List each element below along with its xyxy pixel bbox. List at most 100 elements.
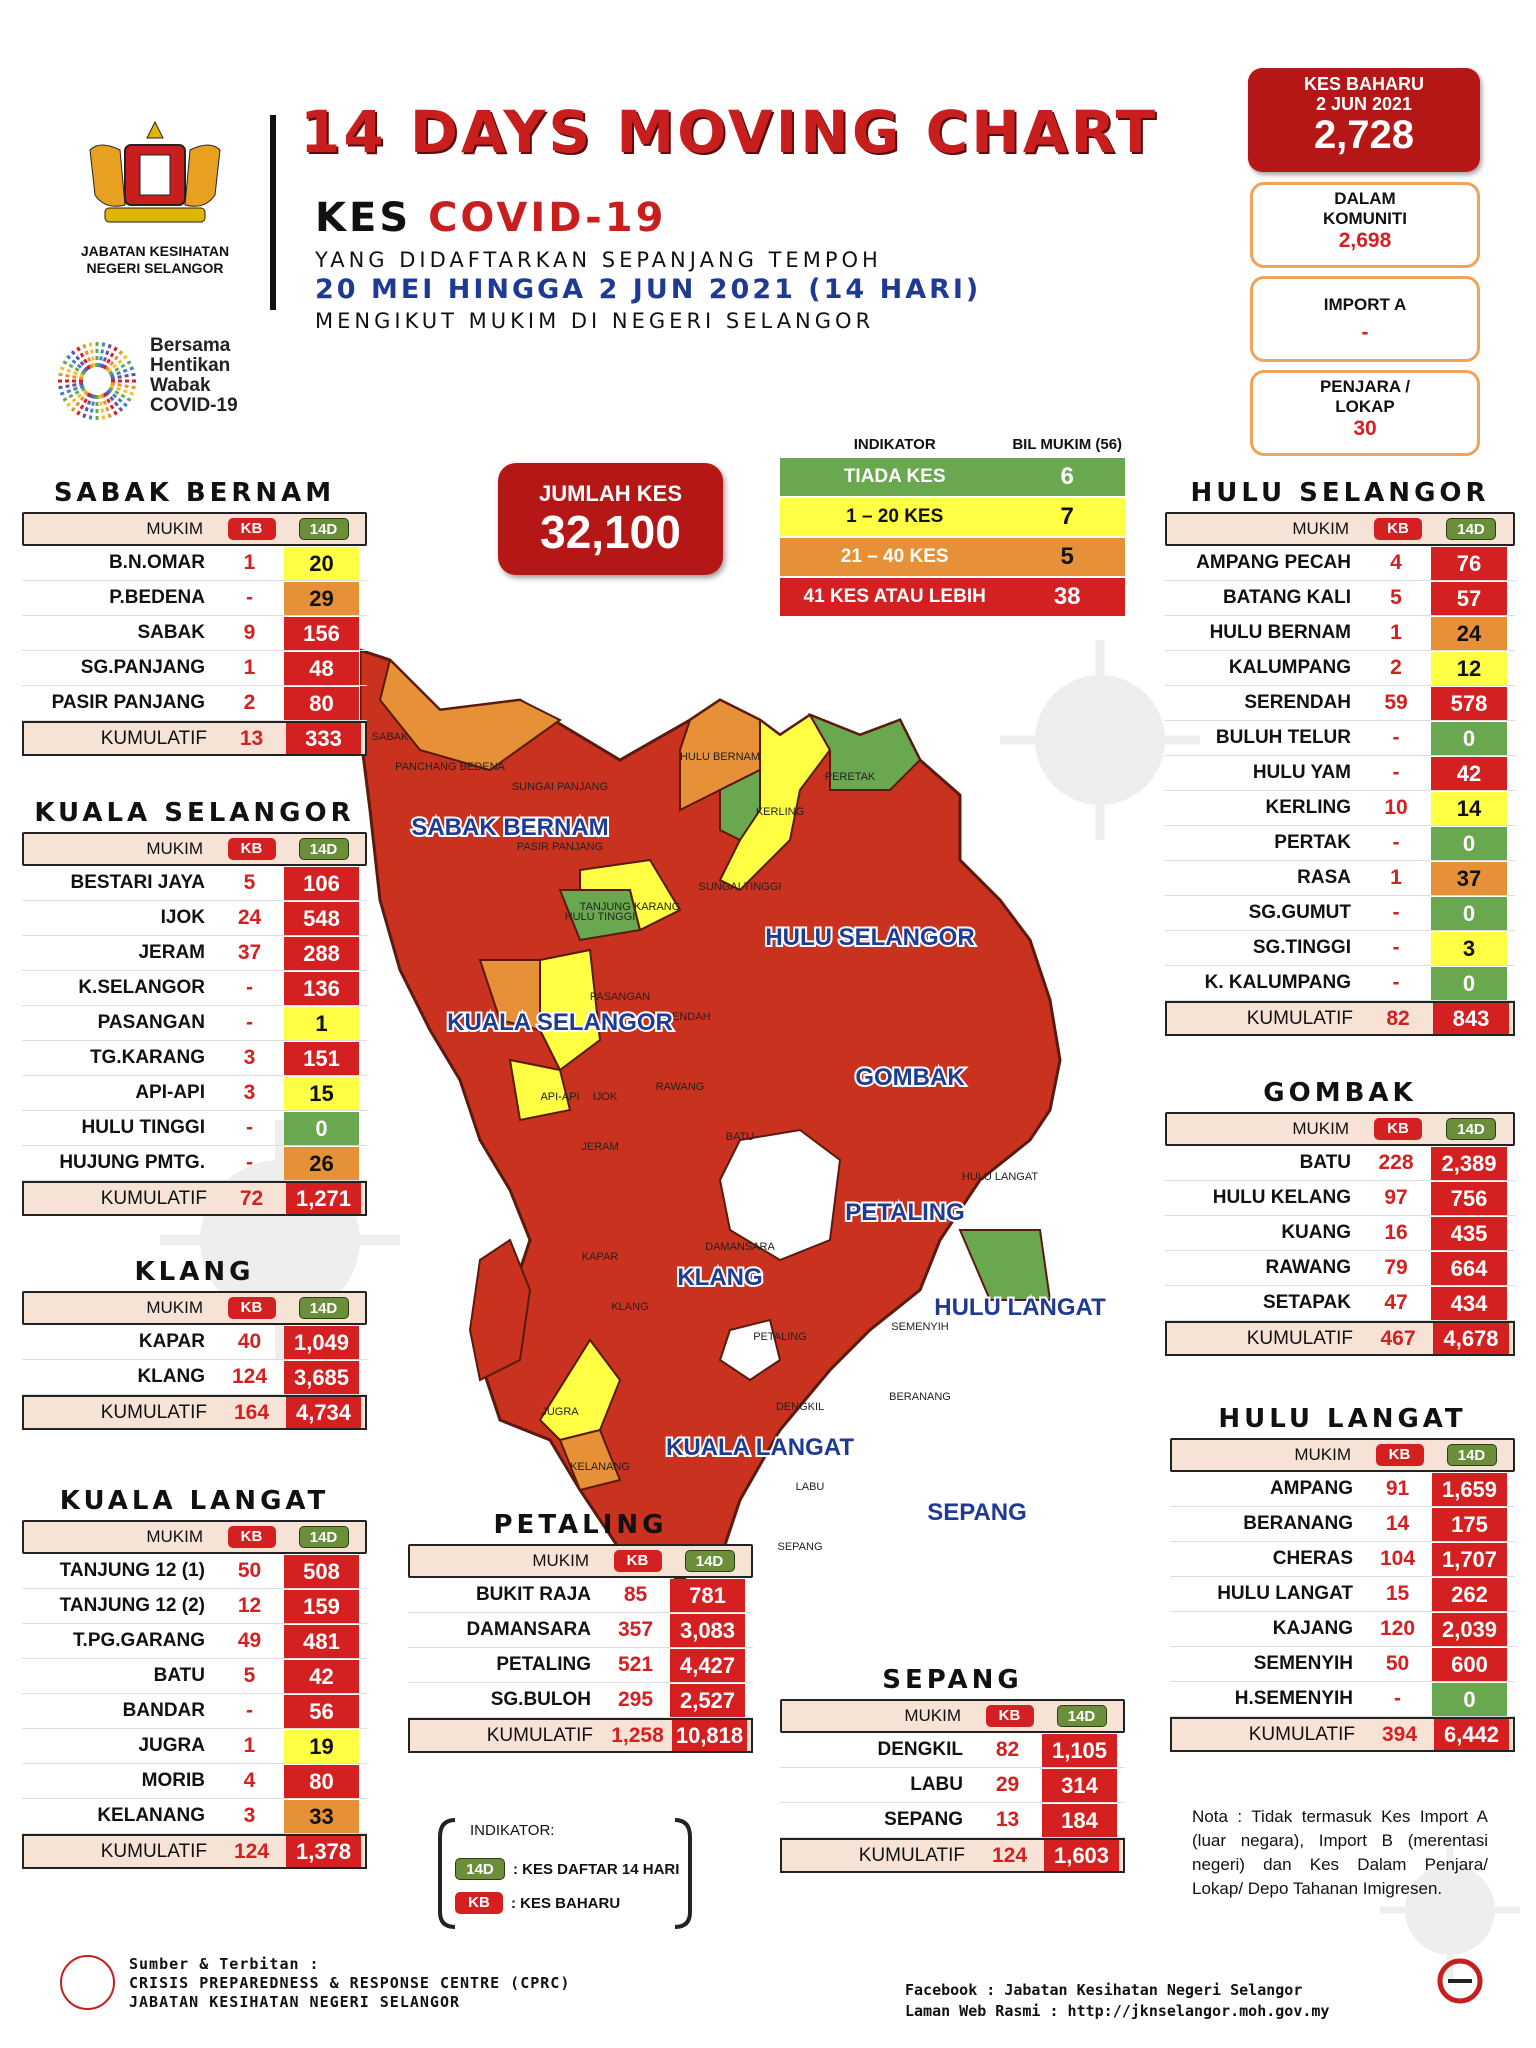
kb-value: 82 (995, 1738, 1020, 1761)
kb-value: - (1392, 726, 1400, 749)
kb-value: 40 (237, 1330, 262, 1353)
cumulative-14d: 1,603 (1044, 1840, 1119, 1871)
new-cases-box: KES BAHARU 2 JUN 2021 2,728 (1248, 68, 1480, 172)
district-label: KLANG (677, 1264, 762, 1291)
col-mukim: MUKIM (532, 1551, 589, 1570)
cumulative-kb: 124 (233, 1839, 270, 1863)
map-enclave-putrajaya (718, 1318, 782, 1382)
cumulative-label: KUMULATIF (858, 1844, 965, 1866)
table-row: KAJANG 120 2,039 (1170, 1612, 1515, 1647)
mukim-name: HULU TINGGI (81, 1117, 206, 1138)
map-region-orange (378, 658, 562, 772)
mukim-name: AMPANG PECAH (1196, 552, 1351, 573)
map-label: PERETAK (825, 771, 876, 783)
selangor-map: SABAK PANCHANG BEDENA SUNGAI PANJANG PAS… (360, 648, 1108, 1582)
table-row: BATU 228 2,389 (1165, 1146, 1515, 1181)
mukim-name: SABAK (137, 622, 205, 643)
footer-website[interactable]: Laman Web Rasmi : http://jknselangor.moh… (905, 2002, 1330, 2020)
table-row: KUANG 16 435 (1165, 1216, 1515, 1251)
sunburst-ray (74, 343, 92, 370)
col-kb: KB (227, 518, 276, 540)
map-label: KELANANG (570, 1461, 630, 1473)
sunburst-ray (88, 339, 97, 368)
map-region-orange (478, 959, 541, 1032)
mukim-name: PASANGAN (97, 1012, 205, 1033)
sunburst-ray (68, 347, 90, 372)
campaign-line-2: Hentikan (150, 355, 231, 376)
table-row: P.BEDENA - 29 (22, 581, 367, 616)
map-enclave-kl (718, 1128, 842, 1262)
table-cumulative-row: KUMULATIF 82 843 (1165, 1001, 1515, 1036)
map-label: DAMANSARA (705, 1241, 775, 1253)
table-row: TANJUNG 12 (1) 50 508 (22, 1554, 367, 1589)
cumulative-kb: 124 (991, 1843, 1028, 1867)
table-row: BATU 5 42 (22, 1659, 367, 1694)
mukim-name: HULU BERNAM (1209, 622, 1351, 643)
legend-row: TIADA KES 6 (780, 458, 1125, 496)
col-kb: KB (1374, 518, 1422, 540)
sunburst-ray (59, 358, 86, 376)
table-row: TG.KARANG 3 151 (22, 1041, 367, 1076)
kb-desc: : KES BAHARU (511, 1894, 621, 1912)
col-kb: KB (1374, 1118, 1422, 1140)
14d-value: 20 (284, 546, 359, 580)
sunburst-ray (110, 372, 139, 381)
sunburst-ray (100, 341, 113, 369)
cumulative-label: KUMULATIF (100, 727, 207, 749)
col-mukim: MUKIM (146, 1527, 203, 1546)
sunburst-ray (81, 393, 94, 421)
col-mukim: MUKIM (1294, 1445, 1351, 1464)
table-row: TANJUNG 12 (2) 12 159 (22, 1589, 367, 1624)
legend-value: 7 (1009, 498, 1125, 536)
table-row: RASA 1 37 (1165, 861, 1515, 896)
table-gombak: GOMBAK MUKIM KB 14D BATU 228 2,389 HULU … (1165, 1078, 1515, 1356)
kb-value: 4 (1390, 551, 1402, 574)
map-label: BATU (726, 1131, 755, 1143)
cumulative-14d: 4,734 (286, 1397, 361, 1428)
table-row: SG.PANJANG 1 48 (22, 651, 367, 686)
mukim-name: HULU LANGAT (1217, 1583, 1353, 1604)
14d-value: 434 (1431, 1286, 1507, 1320)
kb-value: - (1392, 831, 1400, 854)
district-label: HULU SELANGOR (765, 924, 974, 951)
14d-value: 56 (284, 1694, 359, 1728)
table-row: SABAK 9 156 (22, 616, 367, 651)
14d-desc: : KES DAFTAR 14 HARI (513, 1860, 680, 1878)
table-row: BUKIT RAJA 85 781 (408, 1578, 753, 1613)
table-row: PASANGAN - 1 (22, 1006, 367, 1041)
table-header: MUKIM KB 14D (22, 512, 367, 546)
kb-value: 4 (243, 1769, 256, 1792)
sunburst-ray (55, 372, 84, 381)
col-14d: 14D (684, 1550, 735, 1572)
dept-line-1: JABATAN KESIHATAN (80, 243, 230, 259)
kb-value: 29 (995, 1773, 1020, 1796)
mukim-name: SETAPAK (1263, 1292, 1351, 1313)
mukim-name: TANJUNG 12 (1) (59, 1560, 205, 1581)
sunburst-ray (55, 381, 84, 390)
col-14d: 14D (298, 1526, 349, 1548)
kb-value: 49 (237, 1629, 262, 1652)
map-label: PASANGAN (590, 991, 650, 1003)
footer-facebook[interactable]: Facebook : Jabatan Kesihatan Negeri Sela… (905, 1981, 1303, 1999)
mukim-name: PERTAK (1274, 832, 1351, 853)
col-14d: 14D (298, 1297, 349, 1319)
kb-value: 13 (995, 1808, 1020, 1831)
box-value: 30 (1353, 417, 1377, 440)
map-label: SERENDAH (649, 1011, 710, 1023)
table-title: KLANG (134, 1257, 255, 1287)
14d-value: 3,685 (284, 1360, 359, 1394)
table-row: SEPANG 13 184 (780, 1803, 1125, 1838)
mukim-name: T.PG.GARANG (73, 1630, 205, 1651)
14d-value: 600 (1432, 1647, 1507, 1681)
kb-value: 228 (1378, 1151, 1414, 1174)
table-hulu-selangor: HULU SELANGOR MUKIM KB 14D AMPANG PECAH … (1165, 478, 1515, 1036)
sunburst-ray (59, 386, 86, 404)
table-row: BERANANG 14 175 (1170, 1507, 1515, 1542)
kb-value: - (1392, 901, 1400, 924)
table-row: SG.TINGGI - 3 (1165, 931, 1515, 966)
table-row: KLANG 124 3,685 (22, 1360, 367, 1395)
district-label: SABAK BERNAM (411, 814, 608, 841)
mukim-name: DAMANSARA (466, 1619, 591, 1640)
covid-label: COVID-19 (428, 195, 667, 241)
table-row: JERAM 37 288 (22, 936, 367, 971)
